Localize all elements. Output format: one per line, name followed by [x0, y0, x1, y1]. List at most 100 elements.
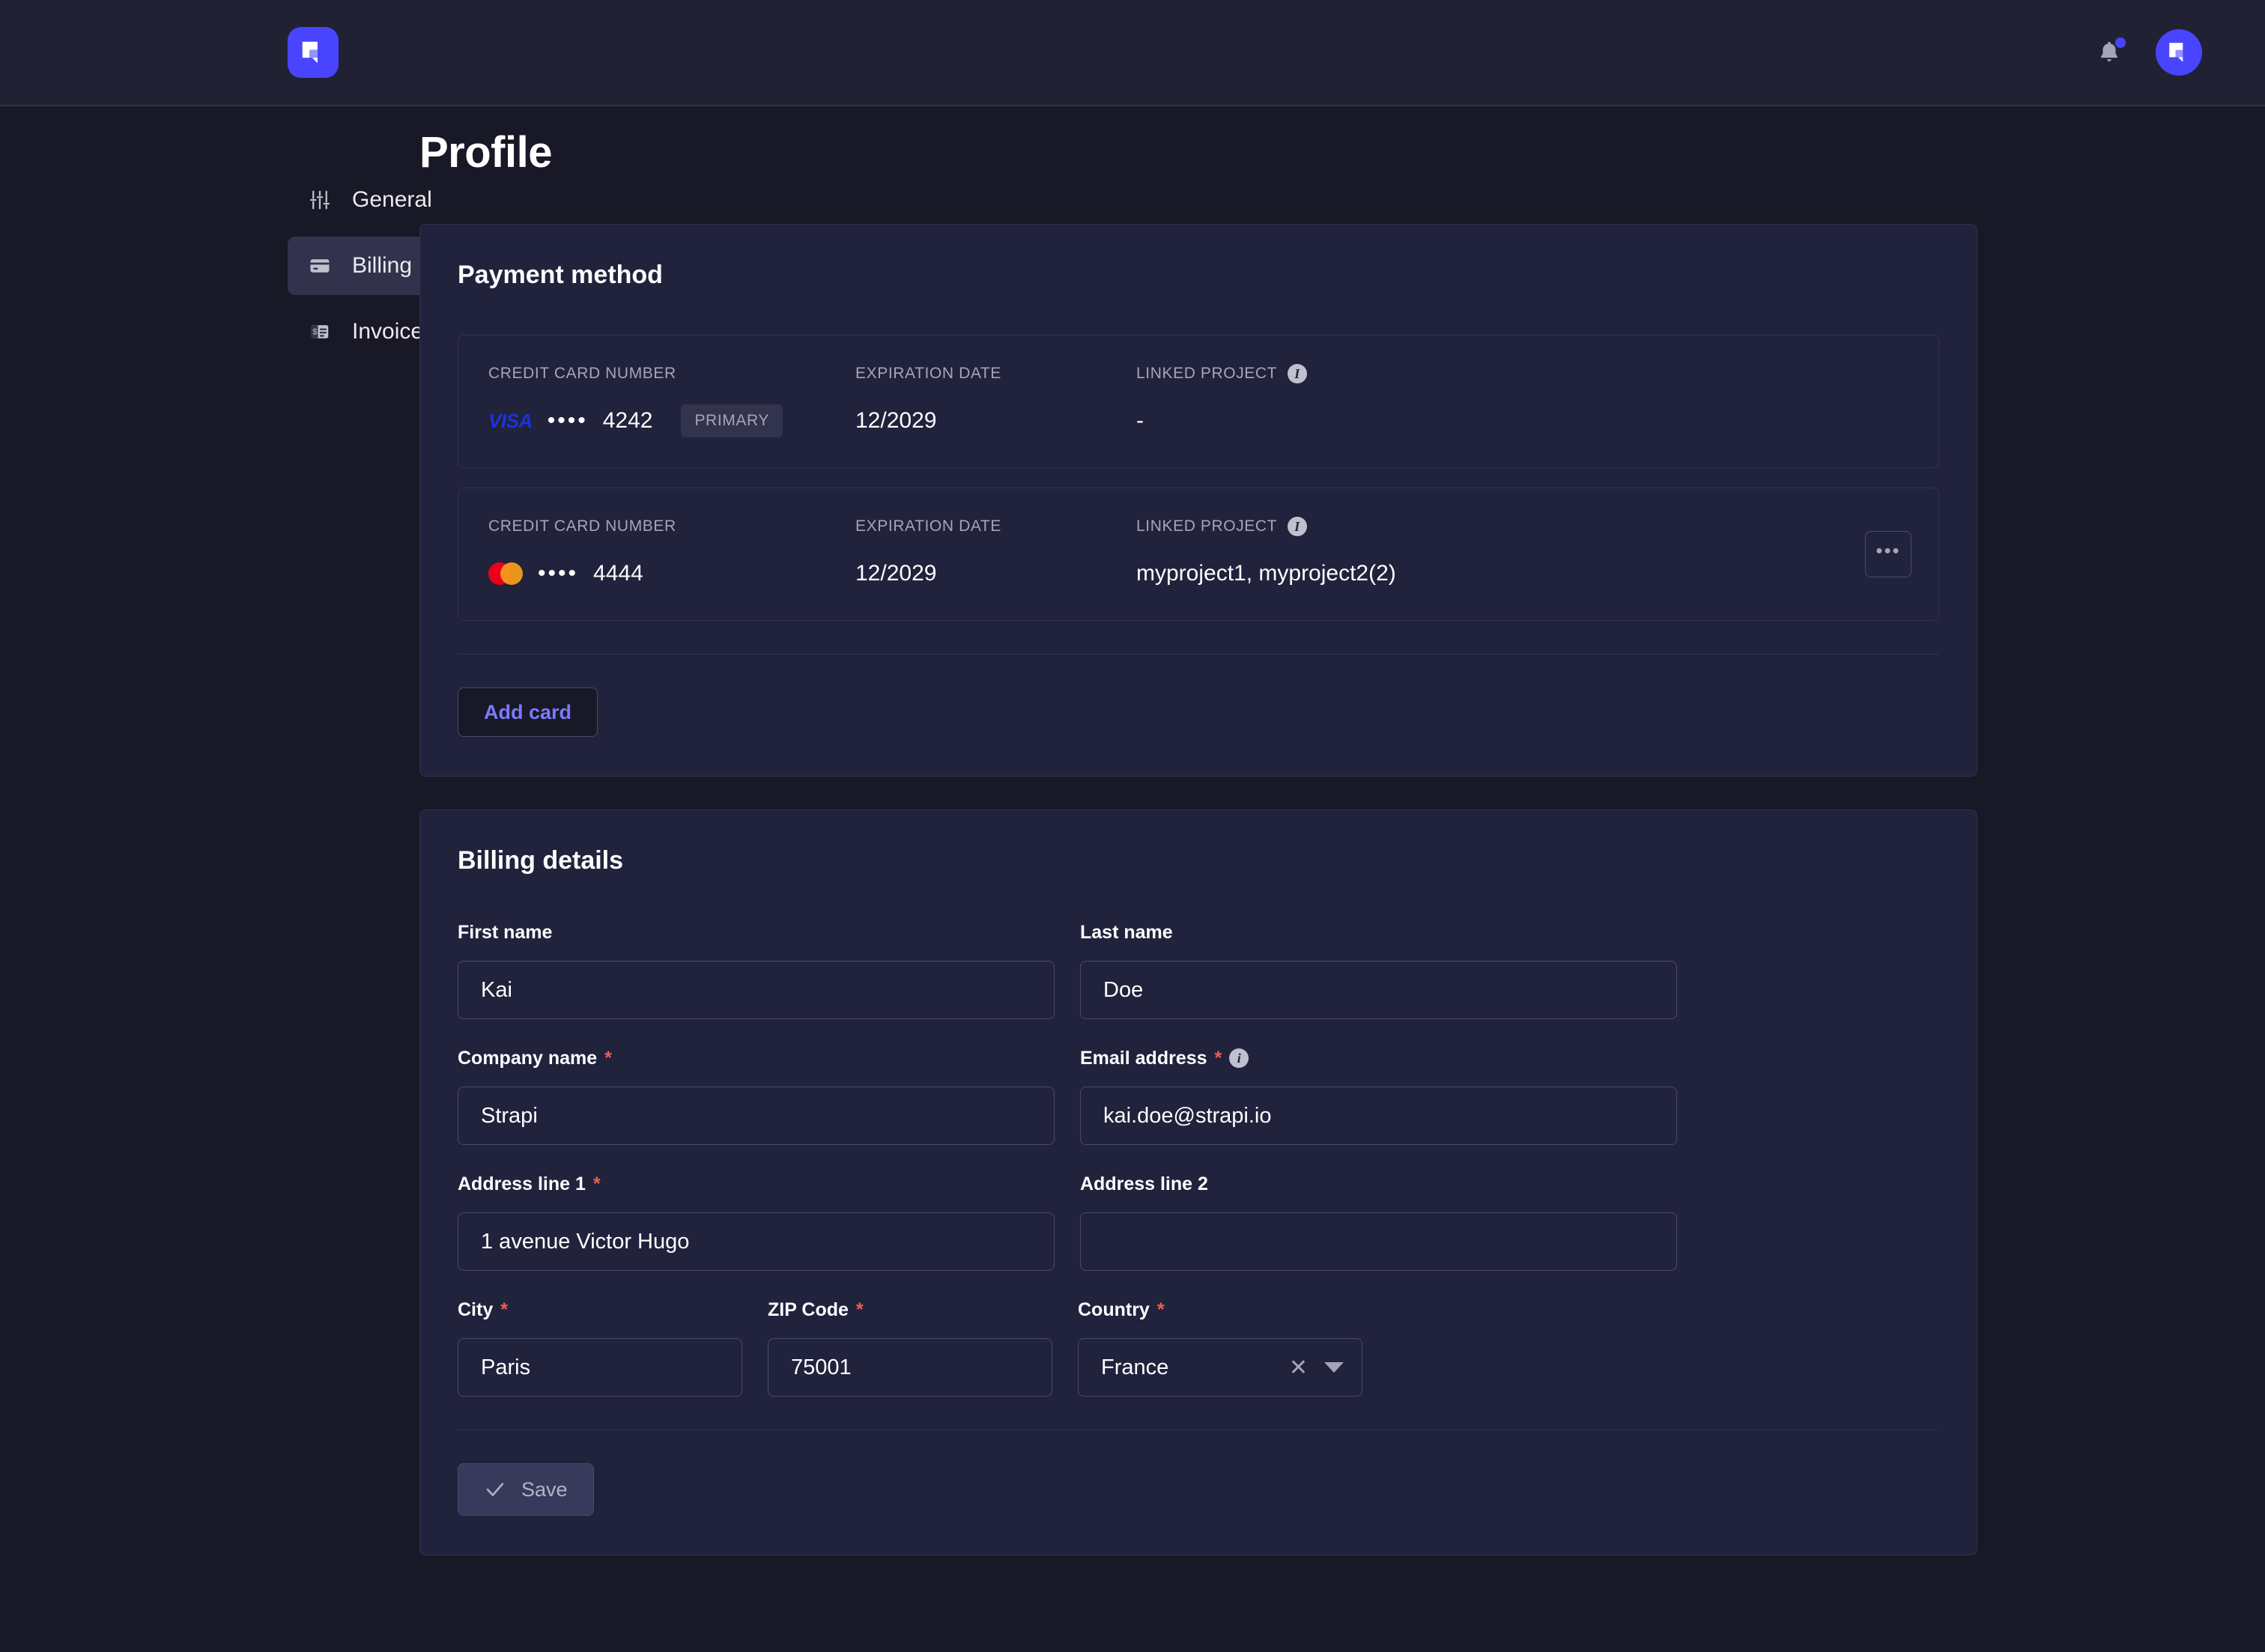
card-number-column: CREDIT CARD NUMBER •••• 4444	[488, 515, 855, 590]
credit-card-icon	[307, 253, 333, 279]
card-number-label: CREDIT CARD NUMBER	[488, 365, 676, 382]
country-select-value: France	[1101, 1355, 1169, 1379]
strapi-logo-icon	[302, 41, 318, 64]
card-number-value: •••• 4444	[488, 557, 855, 590]
save-button-label: Save	[521, 1478, 568, 1501]
primary-badge: PRIMARY	[681, 404, 783, 437]
linked-project-column: LINKED PROJECT i myproject1, myproject2(…	[1136, 515, 1908, 590]
expiration-label: EXPIRATION DATE	[855, 365, 1001, 382]
sidebar-item-general-label: General	[352, 187, 432, 212]
notification-bell-button[interactable]	[2093, 36, 2126, 69]
company-name-label: Company name *	[458, 1046, 1055, 1070]
info-icon[interactable]: i	[1288, 364, 1308, 383]
save-button[interactable]: Save	[458, 1463, 594, 1516]
linked-project-value: myproject1, myproject2(2)	[1136, 561, 1396, 586]
field-last-name: Last name Doe	[1080, 920, 1677, 1019]
form-row-company-email: Company name * Strapi Email address * i …	[458, 1046, 1939, 1145]
required-marker: *	[855, 1299, 864, 1320]
zip-code-label: ZIP Code *	[768, 1298, 1052, 1322]
email-address-input[interactable]: kai.doe@strapi.io	[1080, 1087, 1677, 1145]
card-divider	[458, 654, 1939, 655]
address-line-2-label-text: Address line 2	[1080, 1173, 1208, 1194]
city-label: City *	[458, 1298, 742, 1322]
expiration-column: EXPIRATION DATE 12/2029	[855, 515, 1136, 590]
info-icon[interactable]: i	[1229, 1048, 1249, 1068]
card-last4: 4242	[602, 408, 653, 433]
field-address-line-1: Address line 1 * 1 avenue Victor Hugo	[458, 1172, 1055, 1271]
page-title: Profile	[419, 128, 553, 177]
info-icon[interactable]: i	[1288, 517, 1308, 536]
country-label-text: Country	[1078, 1299, 1150, 1320]
city-input[interactable]: Paris	[458, 1338, 742, 1397]
field-email-address: Email address * i kai.doe@strapi.io	[1080, 1046, 1677, 1145]
linked-project-label: LINKED PROJECT i	[1136, 515, 1908, 538]
field-city: City * Paris	[458, 1298, 742, 1397]
check-icon	[486, 1483, 504, 1496]
chevron-down-icon[interactable]	[1324, 1362, 1344, 1373]
card-number-column: CREDIT CARD NUMBER VISA •••• 4242 PRIMAR…	[488, 362, 855, 437]
address-line-1-input[interactable]: 1 avenue Victor Hugo	[458, 1212, 1055, 1271]
country-label: Country *	[1078, 1298, 1362, 1322]
settings-sidebar: General Billing $	[0, 127, 685, 1588]
strapi-logo[interactable]	[288, 27, 339, 78]
card-mask-dots: ••••	[547, 408, 588, 433]
address-line-1-label: Address line 1 *	[458, 1172, 1055, 1196]
required-marker: *	[604, 1047, 612, 1069]
card-last4: 4444	[593, 561, 643, 586]
linked-project-label: LINKED PROJECT i	[1136, 362, 1908, 385]
card-actions-menu-button[interactable]: •••	[1865, 531, 1911, 577]
sidebar-item-billing-label: Billing	[352, 253, 413, 278]
field-country: Country * France ✕	[1078, 1298, 1362, 1397]
top-navigation-bar	[0, 0, 2265, 106]
user-avatar[interactable]	[2156, 29, 2202, 76]
page-body: General Billing $	[0, 106, 2265, 1588]
mastercard-brand-icon	[488, 562, 523, 585]
zip-code-input[interactable]: 75001	[768, 1338, 1052, 1397]
card-number-value: VISA •••• 4242 PRIMARY	[488, 404, 855, 437]
notification-bell-icon	[2100, 41, 2118, 61]
email-address-label: Email address * i	[1080, 1046, 1677, 1070]
last-name-input[interactable]: Doe	[1080, 961, 1677, 1019]
payment-method-card: Payment method CREDIT CARD NUMBER VISA •…	[419, 224, 1977, 777]
visa-brand-icon: VISA	[488, 409, 533, 432]
field-first-name: First name Kai	[458, 920, 1055, 1019]
sliders-icon	[307, 187, 333, 213]
payment-card-row[interactable]: CREDIT CARD NUMBER •••• 4444 EXPIRATION …	[458, 488, 1939, 621]
linked-project-label-text: LINKED PROJECT	[1136, 365, 1278, 382]
form-row-city-zip-country: City * Paris ZIP Code * 75001	[458, 1298, 1939, 1397]
city-label-text: City	[458, 1299, 494, 1320]
sidebar-item-general[interactable]: General	[288, 171, 685, 229]
linked-project-value: -	[1136, 408, 1144, 433]
field-company-name: Company name * Strapi	[458, 1046, 1055, 1145]
linked-project-label-text: LINKED PROJECT	[1136, 517, 1278, 535]
expiration-column: EXPIRATION DATE 12/2029	[855, 362, 1136, 437]
add-card-button[interactable]: Add card	[458, 687, 598, 737]
address-line-2-input[interactable]	[1080, 1212, 1677, 1271]
svg-text:$: $	[312, 327, 318, 336]
field-zip-code: ZIP Code * 75001	[768, 1298, 1052, 1397]
invoice-icon: $	[307, 319, 333, 344]
avatar-strapi-icon	[2169, 43, 2183, 62]
first-name-input[interactable]: Kai	[458, 961, 1055, 1019]
company-name-input[interactable]: Strapi	[458, 1087, 1055, 1145]
clear-icon[interactable]: ✕	[1288, 1355, 1308, 1380]
card-mask-dots: ••••	[538, 561, 579, 586]
field-address-line-2: Address line 2	[1080, 1172, 1677, 1271]
required-marker: *	[1156, 1299, 1165, 1320]
payment-card-row[interactable]: CREDIT CARD NUMBER VISA •••• 4242 PRIMAR…	[458, 335, 1939, 468]
form-row-names: First name Kai Last name Doe	[458, 920, 1939, 1019]
required-marker: *	[500, 1299, 508, 1320]
payment-method-title: Payment method	[458, 261, 663, 289]
first-name-label-text: First name	[458, 921, 553, 943]
expiration-value: 12/2029	[855, 561, 937, 586]
expiration-label: EXPIRATION DATE	[855, 517, 1001, 535]
expiration-value: 12/2029	[855, 408, 937, 433]
form-row-address: Address line 1 * 1 avenue Victor Hugo Ad…	[458, 1172, 1939, 1271]
country-select[interactable]: France ✕	[1078, 1338, 1362, 1397]
notification-indicator-dot	[2115, 37, 2126, 48]
main-content: Profile Payment method CREDIT CARD NUMBE…	[419, 127, 2265, 1588]
address-line-2-label: Address line 2	[1080, 1172, 1677, 1196]
email-address-label-text: Email address	[1080, 1047, 1207, 1069]
billing-details-title: Billing details	[458, 846, 624, 875]
